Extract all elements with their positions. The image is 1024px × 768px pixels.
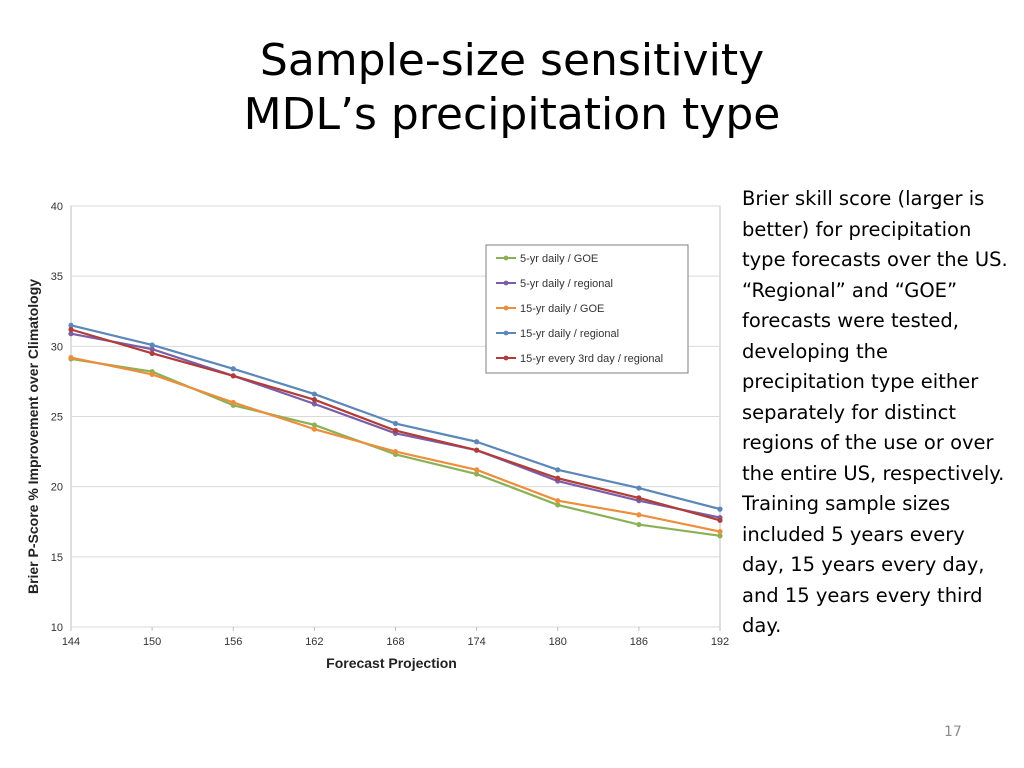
legend-marker	[503, 280, 509, 286]
data-point	[311, 426, 317, 432]
legend-label: 15-yr daily / regional	[520, 328, 619, 340]
data-point	[149, 342, 155, 348]
x-tick-label: 144	[62, 636, 80, 648]
data-point	[636, 485, 642, 491]
y-tick-label: 15	[51, 552, 63, 564]
y-tick-label: 40	[51, 201, 63, 213]
legend-box	[485, 244, 689, 374]
page-number: 17	[944, 724, 962, 740]
data-point	[555, 467, 561, 473]
data-point	[555, 502, 561, 508]
data-point	[392, 448, 399, 455]
legend-label: 15-yr daily / GOE	[520, 303, 604, 315]
data-point	[636, 495, 642, 501]
data-point	[149, 350, 155, 356]
x-tick-label: 180	[549, 636, 567, 648]
y-tick-label: 30	[51, 341, 63, 353]
legend-marker	[503, 305, 509, 311]
data-point	[474, 471, 480, 477]
data-point	[392, 427, 399, 434]
data-point	[555, 498, 561, 504]
x-tick-label: 168	[386, 636, 404, 648]
legend-label: 15-yr every 3rd day / regional	[520, 353, 663, 365]
legend-label: 5-yr daily / regional	[520, 278, 613, 290]
data-point	[68, 331, 74, 337]
data-point	[230, 373, 236, 379]
data-point	[230, 366, 236, 372]
x-tick-label: 186	[630, 636, 648, 648]
data-point	[311, 401, 317, 407]
slide-title-line-2: MDL’s precipitation type	[243, 89, 781, 140]
data-point	[555, 475, 561, 481]
data-point	[68, 326, 74, 333]
slide-title-line-1: Sample-size sensitivity	[259, 35, 765, 86]
data-point	[230, 399, 236, 406]
data-point	[392, 420, 399, 427]
data-point	[68, 322, 74, 328]
legend-marker	[503, 330, 509, 336]
data-point	[636, 512, 642, 518]
y-tick-label: 10	[51, 622, 63, 634]
data-point	[311, 391, 317, 397]
data-point	[717, 517, 723, 523]
x-tick-label: 150	[143, 636, 161, 648]
data-point	[311, 422, 317, 428]
y-tick-label: 25	[51, 412, 63, 424]
data-point	[717, 506, 723, 512]
legend-marker	[503, 255, 509, 261]
x-tick-label: 174	[467, 636, 485, 648]
y-tick-label: 35	[51, 271, 63, 283]
data-point	[149, 346, 155, 352]
data-point	[717, 528, 723, 535]
line-chart: 10 15 20 25 30 35 40 144 150 156 162 168 174 180 186 19…	[25, 201, 729, 671]
data-point	[68, 354, 74, 361]
data-point	[311, 397, 317, 403]
x-axis-label: Forecast Projection	[326, 655, 457, 671]
data-point	[474, 439, 480, 445]
data-point	[149, 371, 155, 377]
data-point	[717, 533, 723, 539]
chart-container: 10 15 20 25 30 35 40 144 150 156 162 168 174 180 186 19…	[20, 190, 740, 680]
data-point	[636, 521, 642, 528]
data-point	[474, 447, 480, 453]
chart-description: Brier skill score (larger is better) for…	[742, 187, 1008, 637]
x-tick-label: 156	[224, 636, 242, 648]
y-tick-label: 20	[51, 482, 63, 494]
y-axis-label: Brier P-Score % Improvement over Climato…	[25, 279, 41, 594]
x-tick-label: 192	[711, 636, 729, 648]
legend-marker	[503, 355, 509, 361]
data-point	[474, 467, 480, 473]
slide-title: Sample-size sensitivity MDL’s precipitat…	[0, 34, 1024, 142]
x-tick-label: 162	[305, 636, 323, 648]
legend-label: 5-yr daily / GOE	[520, 253, 598, 265]
